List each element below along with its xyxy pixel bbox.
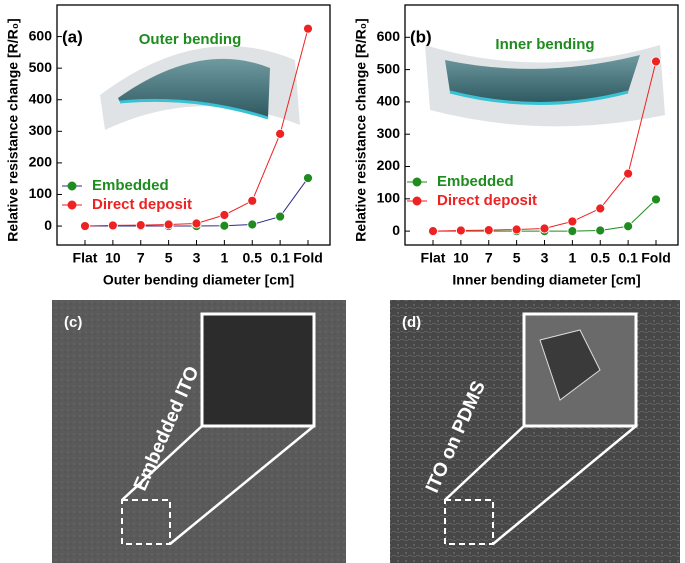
y-tick-label: 200 (377, 157, 401, 173)
x-tick-label: Flat (421, 250, 446, 266)
x-tick-label: 1 (220, 250, 228, 266)
data-point (651, 194, 661, 205)
data-point (511, 224, 522, 235)
data-point (107, 220, 118, 231)
data-point (163, 219, 174, 230)
legend-label: Embedded (92, 177, 169, 194)
y-tick-label: 600 (29, 27, 53, 43)
data-point (247, 195, 258, 206)
y-axis-label: Relative resistance change [R/R₀] (5, 18, 21, 241)
x-tick-label: 0.5 (243, 250, 263, 266)
x-tick-label: 5 (513, 250, 521, 266)
plot-frame (56, 4, 331, 246)
data-point (303, 23, 313, 34)
data-point (595, 203, 606, 214)
annotation: Inner bending (495, 36, 594, 53)
data-point (219, 220, 230, 231)
y-tick-label: 100 (29, 185, 53, 201)
legend-marker (67, 181, 77, 191)
data-point (247, 219, 258, 230)
legend-marker (412, 177, 422, 187)
panel-label: (d) (402, 314, 421, 331)
y-axis-label: Relative resistance change [R/R₀] (353, 18, 369, 241)
data-point (275, 211, 286, 222)
x-tick-label: 3 (193, 250, 201, 266)
y-tick-label: 200 (29, 154, 53, 170)
x-tick-label: 5 (165, 250, 173, 266)
data-point (275, 128, 286, 139)
x-tick-label: 0.5 (591, 250, 611, 266)
x-tick-label: 7 (137, 250, 145, 266)
panel-label: (c) (64, 314, 82, 331)
y-tick-label: 300 (377, 125, 401, 141)
x-tick-label: Fold (641, 250, 671, 266)
legend-label: Embedded (437, 173, 514, 190)
x-tick-label: 1 (568, 250, 576, 266)
x-tick-label: Flat (73, 250, 98, 266)
y-tick-label: 400 (29, 90, 53, 106)
x-axis-label: Outer bending diameter [cm] (103, 272, 294, 288)
data-point (428, 226, 438, 237)
data-point (303, 173, 313, 183)
legend-marker (412, 196, 422, 206)
annotation: Outer bending (139, 31, 242, 48)
data-point (567, 226, 578, 237)
data-point (483, 225, 494, 236)
data-point (595, 225, 606, 236)
y-tick-label: 500 (29, 59, 53, 75)
sem-panel-d (390, 300, 680, 563)
data-point (191, 218, 202, 229)
sem-panel-c (52, 300, 346, 563)
x-tick-label: 7 (485, 250, 493, 266)
x-axis-label: Inner bending diameter [cm] (452, 272, 640, 288)
data-point (539, 223, 550, 234)
panel-label: (b) (410, 27, 432, 46)
y-tick-label: 500 (377, 60, 401, 76)
data-point (567, 216, 578, 227)
y-tick-label: 600 (377, 28, 401, 44)
legend-label: Direct deposit (92, 196, 192, 213)
y-tick-label: 100 (377, 190, 401, 206)
y-tick-label: 0 (44, 217, 52, 233)
data-point (455, 225, 466, 236)
x-tick-label: 10 (453, 250, 469, 266)
data-point (623, 221, 634, 232)
outer-bending-illustration (100, 46, 300, 130)
x-tick-label: 0.1 (618, 250, 638, 266)
legend-marker (67, 200, 77, 210)
data-point (219, 210, 230, 220)
panel-label: (a) (62, 27, 83, 46)
x-tick-label: 0.1 (270, 250, 290, 266)
plot-frame (404, 4, 679, 246)
x-tick-label: Fold (293, 250, 323, 266)
x-tick-label: 10 (105, 250, 121, 266)
legend-label: Direct deposit (437, 192, 537, 209)
x-tick-label: 3 (541, 250, 549, 266)
y-tick-label: 300 (29, 122, 53, 138)
data-point (651, 56, 661, 67)
y-tick-label: 0 (392, 222, 400, 238)
data-point (623, 168, 634, 179)
y-tick-label: 400 (377, 93, 401, 109)
data-point (80, 221, 90, 231)
inner-bending-illustration (425, 45, 665, 127)
data-point (135, 220, 146, 231)
